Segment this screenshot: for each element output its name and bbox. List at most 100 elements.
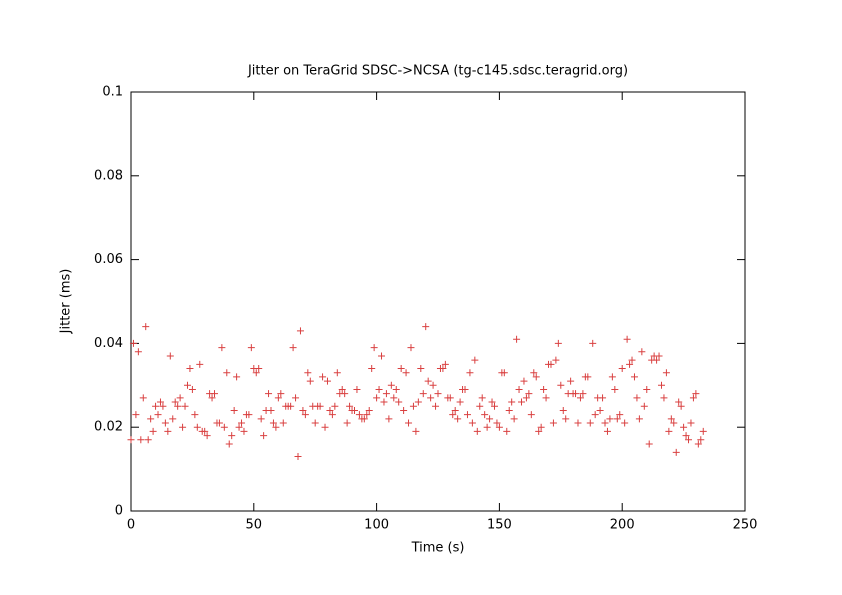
data-point [129,339,137,347]
data-point [567,377,575,385]
data-point [665,427,673,435]
data-point [640,402,648,410]
data-point [525,390,533,398]
data-point [247,344,255,352]
data-point [409,402,417,410]
data-point [454,415,462,423]
data-point [228,432,236,440]
y-tick-label: 0.1 [102,85,123,100]
data-point [503,427,511,435]
data-point [687,419,695,427]
data-point [685,436,693,444]
y-tick-label: 0 [115,504,123,519]
data-point [147,415,155,423]
data-point [142,323,150,331]
data-point [530,369,538,377]
data-point [589,339,597,347]
data-point [657,381,665,389]
data-point [655,352,663,360]
data-point [630,373,638,381]
data-point [493,419,501,427]
data-point [331,402,339,410]
data-point [667,415,675,423]
data-point [692,390,700,398]
data-point [518,398,526,406]
data-point [326,406,334,414]
data-point [643,385,651,393]
data-point [134,348,142,356]
data-point [478,394,486,402]
data-point [559,406,567,414]
data-point [451,406,459,414]
data-point [154,411,162,419]
data-point [230,406,238,414]
data-point [677,402,685,410]
x-tick-label: 0 [127,518,135,533]
data-point [144,436,152,444]
data-point [557,381,565,389]
data-point [535,427,543,435]
data-point [296,327,304,335]
data-point [127,436,135,444]
data-point [414,398,422,406]
data-point [495,423,503,431]
data-point [319,373,327,381]
y-tick-label: 0.02 [94,420,123,435]
data-point [343,419,351,427]
data-point [547,360,555,368]
data-point [412,427,420,435]
data-point [510,415,518,423]
data-point [301,411,309,419]
data-point [225,440,233,448]
data-point [471,356,479,364]
data-point [660,394,668,402]
data-point [149,427,157,435]
data-point [537,423,545,431]
data-point [260,432,268,440]
data-point [513,335,521,343]
data-point [434,390,442,398]
data-point [164,427,172,435]
data-point [486,415,494,423]
data-point [446,394,454,402]
data-point [272,423,280,431]
data-point [579,390,587,398]
data-point [390,394,398,402]
data-point [368,365,376,373]
data-point [218,344,226,352]
data-point [380,398,388,406]
data-point [417,365,425,373]
data-point [360,415,368,423]
data-point [422,323,430,331]
data-point [255,365,263,373]
data-point [505,406,513,414]
x-tick-label: 250 [733,518,758,533]
data-point [294,453,302,461]
data-point [397,365,405,373]
chart-title: Jitter on TeraGrid SDSC->NCSA (tg-c145.s… [247,64,628,79]
data-point [463,411,471,419]
data-point [238,419,246,427]
data-point [132,411,140,419]
data-point [169,415,177,423]
data-point [572,390,580,398]
data-point [697,436,705,444]
data-point [311,419,319,427]
data-point [235,423,243,431]
data-point [387,381,395,389]
data-point [542,394,550,402]
data-point [407,344,415,352]
data-point [606,415,614,423]
data-point [350,406,358,414]
data-point [375,385,383,393]
data-point [402,369,410,377]
y-tick-label: 0.04 [94,336,123,351]
data-point [508,398,516,406]
data-point [515,385,523,393]
y-tick-label: 0.08 [94,168,123,183]
data-point [682,432,690,440]
data-point [176,394,184,402]
data-point [161,419,169,427]
